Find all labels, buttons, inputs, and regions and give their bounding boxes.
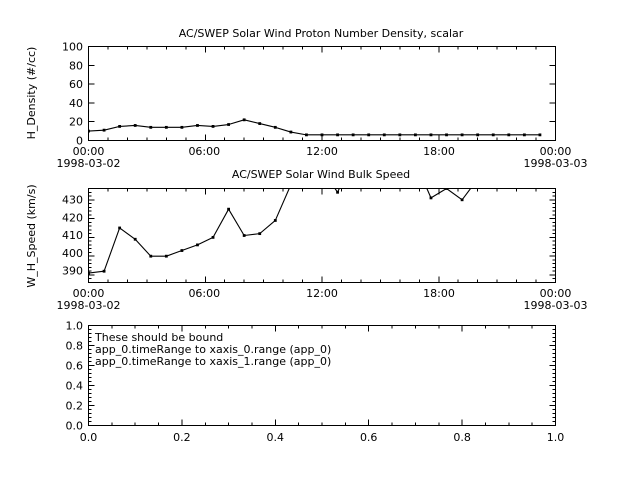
panel-speed-ytick-400: 400	[62, 247, 83, 260]
panel-speed-xdate-left: 1998-03-02	[57, 299, 121, 312]
panel-density-xdate-right: 1998-03-03	[524, 157, 588, 170]
panel-density-xtick-1800: 18:00	[423, 145, 455, 158]
panel-density: AC/SWEP Solar Wind Proton Number Density…	[25, 27, 587, 170]
annotation-line-1: These should be bound	[94, 331, 223, 344]
panel-speed-xtick-1800: 18:00	[423, 287, 455, 300]
panel-annotations-ytick-labels: 0.0 0.2 0.4 0.6 0.8 1.0	[66, 320, 84, 433]
panel-annotations-xtick-08: 0.8	[453, 431, 471, 444]
panel-speed-xtick-1200: 12:00	[306, 287, 338, 300]
panel-speed-xdate-right: 1998-03-03	[524, 299, 588, 312]
panel-speed-xtick-0600: 06:00	[188, 287, 220, 300]
panel-density-xtick-1200: 12:00	[306, 145, 338, 158]
panel-density-ytick-40: 40	[69, 97, 83, 110]
panel-annotations-xtick-06: 0.6	[360, 431, 378, 444]
panel-density-series	[88, 118, 542, 137]
panel-annotations-yticks	[88, 325, 556, 426]
panel-speed-ytick-420: 420	[62, 211, 83, 224]
panel-annotations-xtick-04: 0.4	[267, 431, 285, 444]
panel-annotations-ytick-02: 0.2	[66, 400, 84, 413]
panel-speed-ytick-430: 430	[62, 194, 83, 207]
panel-density-ytick-80: 80	[69, 59, 83, 72]
panel-density-ylabel: H_Density (#/cc)	[25, 47, 38, 140]
annotation-line-2: app_0.timeRange to xaxis_0.range (app_0)	[95, 343, 331, 356]
panel-density-xtick-0000-right: 00:00	[540, 145, 572, 158]
panel-annotations-xtick-0: 0.0	[80, 431, 98, 444]
panel-density-frame	[88, 46, 556, 141]
panel-speed-xtick-0000-left: 00:00	[73, 287, 105, 300]
panel-annotations-ytick-04: 0.4	[66, 380, 84, 393]
panel-density-ytick-0: 0	[76, 135, 83, 148]
panel-annotations-ytick-0: 0.0	[66, 420, 84, 433]
panel-density-ytick-100: 100	[62, 41, 83, 54]
panel-annotations-xtick-labels: 0.0 0.2 0.4 0.6 0.8 1.0	[80, 431, 565, 444]
panel-speed-ylabel: W_H_Speed (km/s)	[25, 184, 38, 287]
panel-annotations-ytick-10: 1.0	[66, 320, 84, 333]
panel-annotations-xtick-10: 1.0	[547, 431, 565, 444]
panel-annotations-xticks	[88, 325, 556, 426]
panel-density-xdate-left: 1998-03-02	[57, 157, 121, 170]
panel-annotations-ytick-08: 0.8	[66, 340, 84, 353]
panel-density-yticks: 0 20 40 60 80 100	[62, 41, 556, 148]
panel-density-xtick-0000-left: 00:00	[73, 145, 105, 158]
panel-speed-xtick-0000-right: 00:00	[540, 287, 572, 300]
panel-speed-series	[88, 188, 472, 275]
panel-speed-title: AC/SWEP Solar Wind Bulk Speed	[232, 168, 410, 181]
panel-speed-xticks	[88, 188, 556, 283]
panel-speed-ytick-labels: 390 400 410 420 430	[62, 194, 83, 278]
annotation-line-3: app_0.timeRange to xaxis_1.range (app_0)	[95, 355, 331, 368]
panel-density-xtick-0600: 06:00	[188, 145, 220, 158]
panel-annotations-ytick-06: 0.6	[66, 360, 84, 373]
panel-density-ytick-20: 20	[69, 116, 83, 129]
panel-annotations: 0.0 0.2 0.4 0.6 0.8 1.0 0.0 0.2 0.4 0.6 …	[66, 320, 565, 445]
panel-speed-frame	[88, 188, 556, 283]
panel-density-title: AC/SWEP Solar Wind Proton Number Density…	[179, 27, 464, 40]
panel-speed-ytick-410: 410	[62, 229, 83, 242]
panel-annotations-xtick-02: 0.2	[173, 431, 191, 444]
panel-density-xticks	[88, 46, 556, 141]
panel-speed-yticks	[88, 191, 556, 280]
panel-speed: AC/SWEP Solar Wind Bulk Speed W_H_Speed …	[25, 168, 588, 312]
panel-density-ytick-60: 60	[69, 78, 83, 91]
panel-speed-ytick-390: 390	[62, 265, 83, 278]
